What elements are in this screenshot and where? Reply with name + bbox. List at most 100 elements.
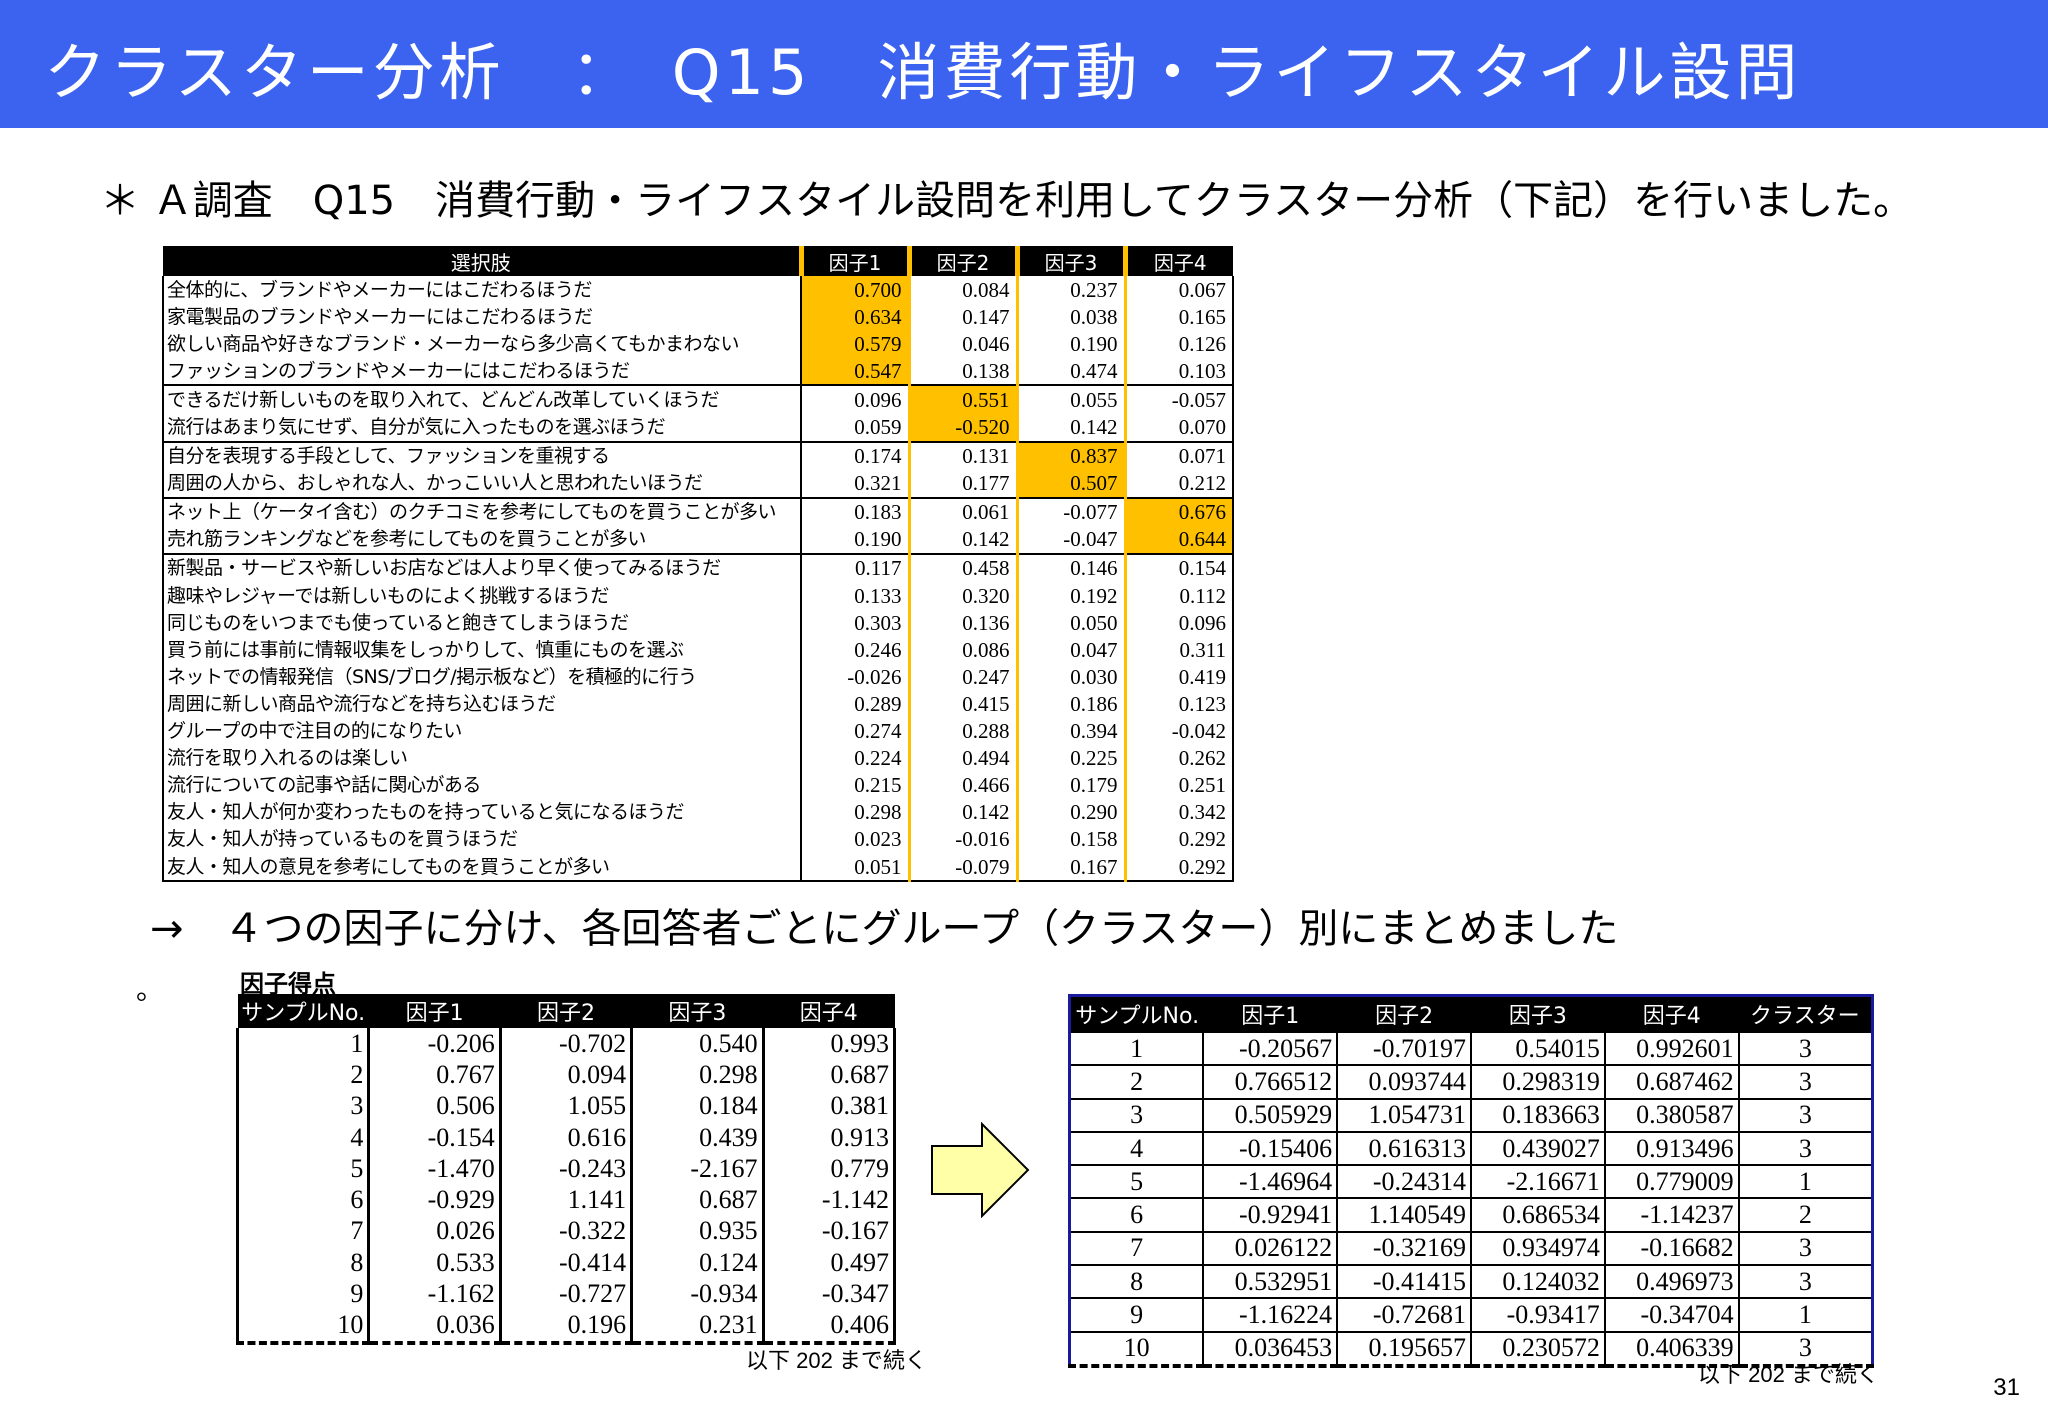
loadings-value: 0.138	[909, 357, 1019, 387]
loadings-value: 0.123	[1125, 690, 1234, 718]
loadings-value: 0.507	[1017, 469, 1127, 499]
loadings-value: 0.237	[1017, 276, 1127, 304]
cluster-id: 1	[1737, 1164, 1874, 1200]
loadings-value: 0.142	[909, 798, 1019, 826]
loadings-value: 0.067	[1125, 276, 1234, 304]
scores-header-cell: 因子1	[368, 994, 501, 1028]
cluster-id: 2	[1737, 1197, 1874, 1233]
loadings-item-label: 趣味やレジャーでは新しいものによく挑戦するほうだ	[162, 582, 802, 610]
loadings-row: できるだけ新しいものを取り入れて、どんどん改革していくほうだ 0.096 0.551…	[162, 385, 1234, 414]
loadings-row: ネットでの情報発信（SNS/ブログ/掲示板など）を積極的に行う -0.026 0.2…	[162, 663, 1234, 691]
loadings-value: 0.112	[1125, 582, 1234, 610]
factor-score: 0.124032	[1469, 1264, 1606, 1300]
loadings-value: 0.190	[1017, 330, 1127, 358]
factor-score: 1.054731	[1336, 1097, 1472, 1133]
scores-row: 2 0.767 0.094 0.298 0.687	[235, 1059, 897, 1091]
loadings-value: 0.051	[801, 852, 911, 883]
factor-score: 0.687462	[1603, 1064, 1740, 1100]
factor-score: -0.934	[631, 1278, 765, 1310]
factor-score: -0.15406	[1202, 1130, 1339, 1167]
sample-number: 5	[1068, 1164, 1205, 1200]
factor-score: -1.162	[368, 1278, 502, 1310]
loadings-value: 0.096	[801, 385, 911, 414]
factor-score: 0.381	[763, 1090, 897, 1122]
factor-score: -0.41415	[1336, 1264, 1472, 1300]
loadings-value: 0.070	[1125, 413, 1234, 443]
loadings-value: -0.520	[909, 413, 1019, 443]
sample-number: 4	[1068, 1130, 1205, 1167]
scores-row: 10 0.036 0.196 0.231 0.406	[235, 1309, 897, 1345]
loadings-value: -0.026	[801, 663, 911, 691]
loadings-value: 0.634	[801, 303, 911, 331]
sample-number: 8	[1068, 1264, 1205, 1300]
factor-score: -0.206	[368, 1028, 502, 1060]
loadings-value: 0.212	[1125, 469, 1234, 499]
sample-number: 6	[235, 1184, 371, 1216]
factor-score: -0.72681	[1336, 1297, 1472, 1333]
cluster-id: 1	[1737, 1297, 1874, 1333]
factor-score: -0.92941	[1202, 1197, 1339, 1233]
loadings-value: 0.147	[909, 303, 1019, 331]
loadings-value: 0.192	[1017, 582, 1127, 610]
factor-score: 1.141	[500, 1184, 634, 1216]
factor-score: 0.380587	[1603, 1097, 1740, 1133]
factor-score: -0.24314	[1336, 1164, 1472, 1200]
loadings-value: 0.167	[1017, 852, 1127, 883]
sample-number: 9	[235, 1278, 371, 1310]
loadings-item-label: 自分を表現する手段として、ファッションを重視する	[162, 441, 802, 470]
factor-score: 0.913496	[1603, 1130, 1740, 1167]
loadings-value: 0.342	[1125, 798, 1234, 826]
factor-score: -0.702	[500, 1028, 634, 1060]
cluster-id: 3	[1737, 1230, 1874, 1267]
cluster-row: 1 -0.20567 -0.70197 0.54015 0.992601 3	[1068, 1030, 1874, 1067]
loadings-value: 0.700	[801, 276, 911, 304]
factor-score: 0.036453	[1202, 1330, 1339, 1368]
loadings-value: 0.251	[1125, 771, 1234, 799]
cluster-row: 10 0.036453 0.195657 0.230572 0.406339 3	[1068, 1330, 1874, 1368]
loadings-item-label: グループの中で注目の的になりたい	[162, 717, 802, 745]
summary-text: → ４つの因子に分け、各回答者ごとにグループ（クラスター）別にまとめました	[150, 906, 1619, 952]
loadings-row: 趣味やレジャーでは新しいものによく挑戦するほうだ 0.133 0.320 0.192 0…	[162, 582, 1234, 610]
factor-score: 0.026	[368, 1215, 502, 1248]
sample-number: 2	[1068, 1064, 1205, 1100]
loadings-row: 周囲に新しい商品や流行などを持ち込むほうだ 0.289 0.415 0.186 0.12…	[162, 690, 1234, 718]
factor-scores-label: 因子得点	[240, 970, 336, 998]
factor-score: 0.496973	[1603, 1264, 1740, 1300]
factor-score: 0.687	[631, 1184, 765, 1216]
loadings-row: 流行を取り入れるのは楽しい 0.224 0.494 0.225 0.262	[162, 744, 1234, 772]
loadings-value: 0.246	[801, 636, 911, 664]
loadings-row: 友人・知人の意見を参考にしてものを買うことが多い 0.051 -0.079 0.167…	[162, 852, 1234, 883]
loadings-value: 0.494	[909, 744, 1019, 772]
loadings-value: 0.183	[801, 497, 911, 526]
sample-number: 10	[235, 1309, 371, 1345]
sample-number: 9	[1068, 1297, 1205, 1333]
factor-score: 0.992601	[1603, 1030, 1740, 1067]
factor-score: 1.055	[500, 1090, 634, 1122]
loadings-row: 買う前には事前に情報収集をしっかりして、慎重にものを選ぶ 0.246 0.086 0.…	[162, 636, 1234, 664]
factor-score: 0.913	[763, 1121, 897, 1154]
loadings-value: 0.146	[1017, 553, 1127, 583]
loadings-value: -0.047	[1017, 525, 1127, 555]
loadings-value: 0.190	[801, 525, 911, 555]
factor-score: 0.184	[631, 1090, 765, 1122]
factor-loadings-table: 選択肢 因子1 因子2 因子3 因子4 全体的に、ブランドやメーカーにはこだわる…	[162, 246, 1234, 883]
loadings-value: 0.136	[909, 609, 1019, 637]
loadings-value: 0.289	[801, 690, 911, 718]
loadings-item-label: 売れ筋ランキングなどを参考にしてものを買うことが多い	[162, 525, 802, 555]
loadings-value: 0.131	[909, 441, 1019, 470]
loadings-value: 0.126	[1125, 330, 1234, 358]
loadings-item-label: 流行を取り入れるのは楽しい	[162, 744, 802, 772]
loadings-value: 0.142	[909, 525, 1019, 555]
factor-score: -0.34704	[1603, 1297, 1740, 1333]
loadings-value: 0.030	[1017, 663, 1127, 691]
sample-number: 3	[1068, 1097, 1205, 1133]
cluster-row: 7 0.026122 -0.32169 0.934974 -0.16682 3	[1068, 1230, 1874, 1267]
loadings-value: 0.061	[909, 497, 1019, 526]
factor-score: -1.14237	[1603, 1197, 1740, 1233]
scores-row: 7 0.026 -0.322 0.935 -0.167	[235, 1215, 897, 1248]
loadings-value: 0.086	[909, 636, 1019, 664]
loadings-value: 0.046	[909, 330, 1019, 358]
loadings-row: 周囲の人から、おしゃれな人、かっこいい人と思われたいほうだ 0.321 0.177 0…	[162, 469, 1234, 499]
factor-score: 0.687	[763, 1059, 897, 1091]
loadings-value: 0.290	[1017, 798, 1127, 826]
